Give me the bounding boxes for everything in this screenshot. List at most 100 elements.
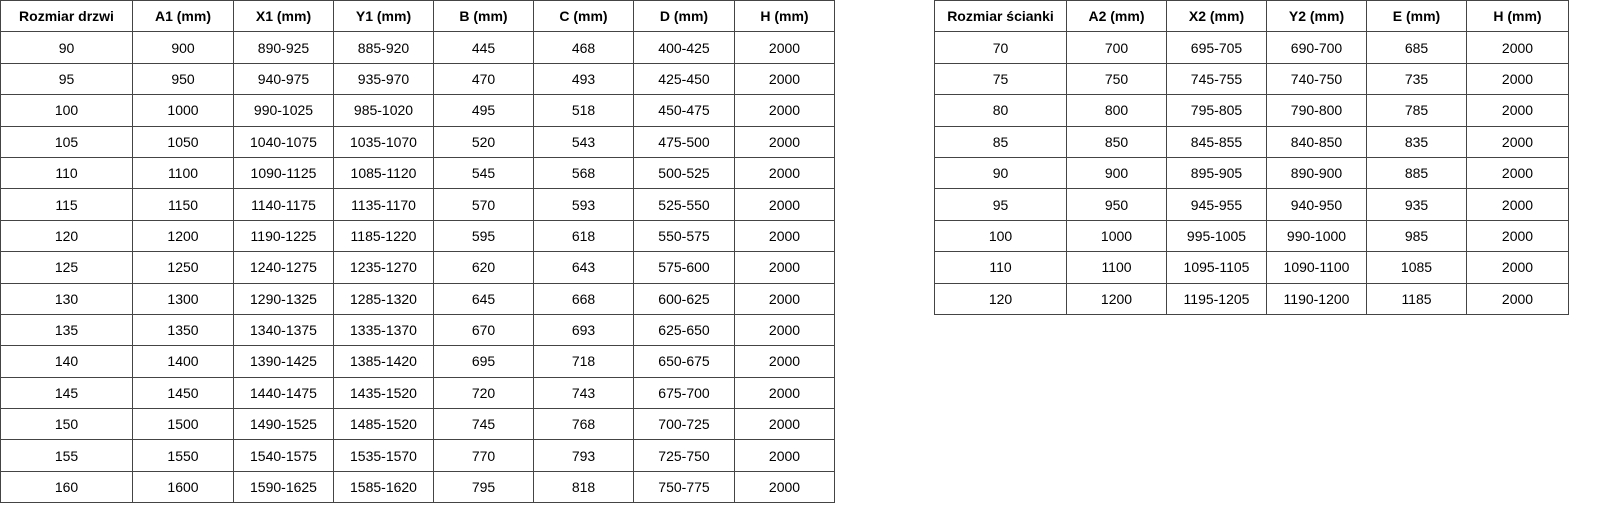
column-header: A2 (mm) [1066,0,1167,33]
table-cell: 140 [0,345,133,378]
table-cell: 2000 [734,439,835,472]
table-row: 110 1100 1095-1105 1090-1100 1085 2000 [934,251,1569,284]
table-row: 120 1200 1190-1225 1185-1220 595 618 550-575 20… [0,219,835,253]
table-cell: 520 [433,125,534,158]
table-row: 140 1400 1390-1425 1385-1420 695 718 650-675 20… [0,345,835,378]
table-cell: 120 [0,219,133,253]
column-header: H (mm) [1466,0,1569,33]
table-cell: 2000 [734,376,835,410]
table-cell: 160 [0,470,133,504]
table-cell: 850 [1066,125,1167,158]
table-cell: 568 [533,156,634,190]
table-row: 90 900 890-925 885-920 445 468 400-425 2000 [0,31,835,64]
column-header: Rozmiar drzwi [0,0,133,33]
table-row: 115 1150 1140-1175 1135-1170 570 593 525-550 20… [0,188,835,221]
table-cell: 1490-1525 [233,408,334,441]
table-cell: 600-625 [633,282,735,315]
table-cell: 450-475 [633,94,735,127]
table-cell: 690-700 [1266,31,1367,64]
table-cell: 900 [132,31,234,64]
table-cell: 2000 [1466,156,1569,190]
table-cell: 2000 [1466,31,1569,64]
table-cell: 1085 [1366,251,1467,284]
table-cell: 95 [934,188,1067,221]
table-cell: 675-700 [633,376,735,410]
table-cell: 110 [934,251,1067,284]
table-cell: 1450 [132,376,234,410]
table-cell: 545 [433,156,534,190]
table-cell: 885-920 [333,31,434,64]
table-cell: 790-800 [1266,94,1367,127]
table-cell: 1095-1105 [1166,251,1267,284]
table-cell: 745 [433,408,534,441]
table-cell: 2000 [734,345,835,378]
table-cell: 1190-1225 [233,219,334,253]
table-cell: 985-1020 [333,94,434,127]
table-cell: 145 [0,376,133,410]
table-cell: 725-750 [633,439,735,472]
table-cell: 795-805 [1166,94,1267,127]
table-cell: 950 [1066,188,1167,221]
table-cell: 130 [0,282,133,315]
table-cell: 1195-1205 [1166,282,1267,315]
table-cell: 1000 [1066,219,1167,253]
column-header: E (mm) [1366,0,1467,33]
table-cell: 695-705 [1166,31,1267,64]
table-cell: 1100 [1066,251,1167,284]
table-cell: 2000 [734,470,835,504]
table-cell: 550-575 [633,219,735,253]
table-cell: 1585-1620 [333,470,434,504]
table-cell: 1150 [132,188,234,221]
table-cell: 795 [433,470,534,504]
table-cell: 2000 [1466,94,1569,127]
table-cell: 1400 [132,345,234,378]
table-cell: 885 [1366,156,1467,190]
table-row: 145 1450 1440-1475 1435-1520 720 743 675-700 20… [0,376,835,410]
table-row: 150 1500 1490-1525 1485-1520 745 768 700-725 20… [0,408,835,441]
table-row: 90 900 895-905 890-900 885 2000 [934,156,1569,190]
table-row: 135 1350 1340-1375 1335-1370 670 693 625-650 20… [0,313,835,347]
table-cell: 750-775 [633,470,735,504]
table-cell: 1550 [132,439,234,472]
table-row: 80 800 795-805 790-800 785 2000 [934,94,1569,127]
table-cell: 1090-1125 [233,156,334,190]
table-cell: 1300 [132,282,234,315]
table-cell: 2000 [1466,251,1569,284]
table-cell: 650-675 [633,345,735,378]
table-cell: 1035-1070 [333,125,434,158]
table-cell: 1500 [132,408,234,441]
table-cell: 495 [433,94,534,127]
table-cell: 1540-1575 [233,439,334,472]
table-cell: 950 [132,62,234,96]
table-cell: 720 [433,376,534,410]
table-cell: 2000 [1466,62,1569,96]
table-cell: 700 [1066,31,1167,64]
table-cell: 120 [934,282,1067,315]
table-cell: 90 [0,31,133,64]
table-cell: 1590-1625 [233,470,334,504]
table-cell: 1335-1370 [333,313,434,347]
table-cell: 110 [0,156,133,190]
table-cell: 990-1025 [233,94,334,127]
table-cell: 1185 [1366,282,1467,315]
table-row: 105 1050 1040-1075 1035-1070 520 543 475-500 20… [0,125,835,158]
table-cell: 695 [433,345,534,378]
table-cell: 1535-1570 [333,439,434,472]
table-cell: 1435-1520 [333,376,434,410]
table-cell: 1135-1170 [333,188,434,221]
table-cell: 2000 [734,62,835,96]
table-cell: 768 [533,408,634,441]
table-cell: 2000 [734,313,835,347]
table-cell: 115 [0,188,133,221]
table-cell: 745-755 [1166,62,1267,96]
table-cell: 1090-1100 [1266,251,1367,284]
table-cell: 800 [1066,94,1167,127]
table-row: 120 1200 1195-1205 1190-1200 1185 2000 [934,282,1569,315]
column-header: Y2 (mm) [1266,0,1367,33]
column-header: A1 (mm) [132,0,234,33]
table-cell: 840-850 [1266,125,1367,158]
table-cell: 135 [0,313,133,347]
table-row: 110 1100 1090-1125 1085-1120 545 568 500-525 20… [0,156,835,190]
table-cell: 1285-1320 [333,282,434,315]
table-cell: 1350 [132,313,234,347]
